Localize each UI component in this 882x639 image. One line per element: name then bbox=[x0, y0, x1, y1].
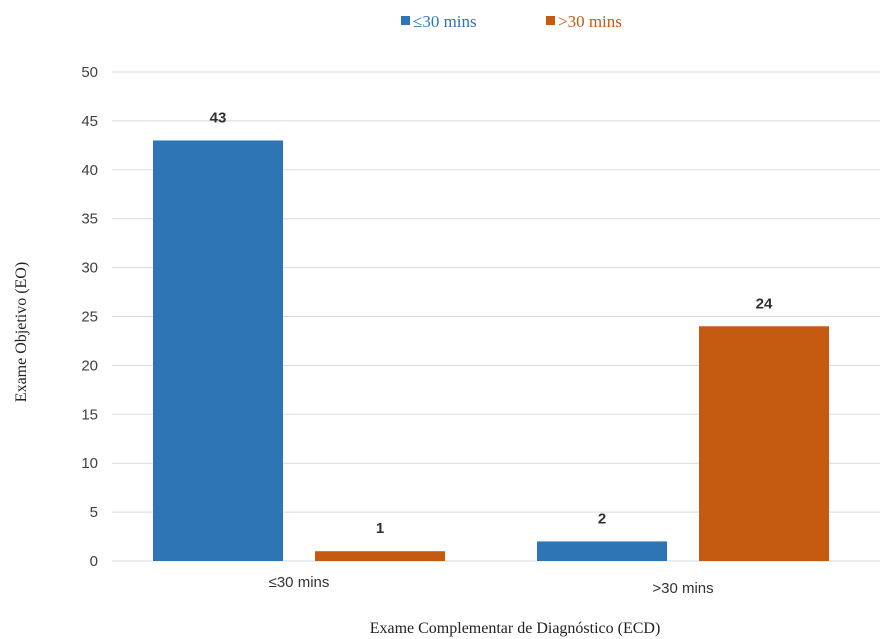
x-axis-title: Exame Complementar de Diagnóstico (ECD) bbox=[370, 620, 661, 637]
y-tick-label: 30 bbox=[81, 260, 98, 277]
bars bbox=[153, 140, 829, 561]
bar bbox=[537, 541, 667, 561]
y-tick-label: 0 bbox=[90, 553, 98, 570]
y-axis-ticks: 0 5 10 15 20 25 30 35 40 45 50 bbox=[81, 64, 98, 570]
legend-swatch bbox=[401, 16, 410, 25]
y-tick-label: 45 bbox=[81, 113, 98, 130]
y-tick-label: 50 bbox=[81, 64, 98, 81]
y-tick-label: 5 bbox=[90, 504, 98, 521]
bar bbox=[153, 140, 283, 561]
data-label: 24 bbox=[756, 295, 773, 312]
y-tick-label: 25 bbox=[81, 309, 98, 326]
legend: ≤30 mins >30 mins bbox=[401, 12, 622, 31]
y-tick-label: 15 bbox=[81, 406, 98, 423]
data-label: 1 bbox=[376, 520, 384, 537]
y-axis-title: Exame Objetivo (EO) bbox=[13, 262, 30, 402]
bar bbox=[699, 326, 829, 561]
x-category-label: ≤30 mins bbox=[269, 574, 330, 591]
bar bbox=[315, 551, 445, 561]
legend-label: >30 mins bbox=[558, 12, 622, 31]
legend-swatch bbox=[546, 16, 555, 25]
data-label: 43 bbox=[210, 109, 227, 126]
y-tick-label: 35 bbox=[81, 211, 98, 228]
data-label: 2 bbox=[598, 510, 606, 527]
x-category-label: >30 mins bbox=[652, 580, 713, 597]
y-tick-label: 20 bbox=[81, 357, 98, 374]
y-tick-label: 40 bbox=[81, 162, 98, 179]
legend-label: ≤30 mins bbox=[413, 12, 477, 31]
data-labels: 43 1 2 24 bbox=[210, 109, 773, 537]
x-axis-categories: ≤30 mins >30 mins bbox=[269, 574, 714, 597]
y-tick-label: 10 bbox=[81, 455, 98, 472]
